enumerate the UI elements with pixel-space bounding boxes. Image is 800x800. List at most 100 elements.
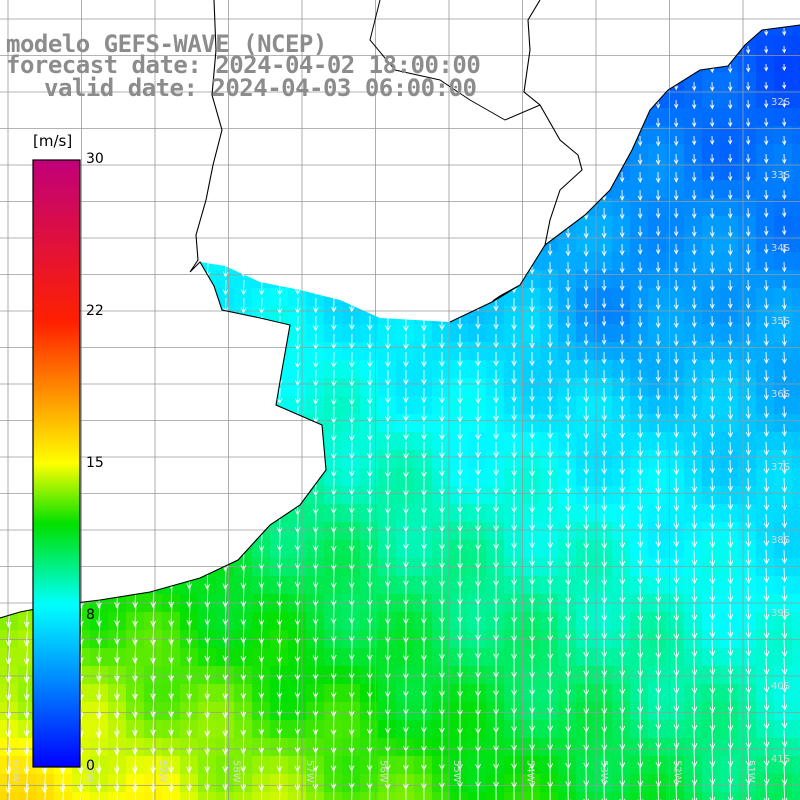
wind-arrow [601, 783, 608, 800]
wind-arrow [781, 369, 787, 382]
wind-cell [684, 468, 703, 487]
wind-cell [666, 36, 685, 55]
wind-arrow [312, 315, 319, 332]
wind-arrow [673, 477, 680, 494]
wind-cell [324, 414, 343, 433]
wind-arrow [655, 279, 661, 292]
wind-arrow [366, 513, 373, 533]
wind-arrow [709, 567, 716, 585]
wind-cell [0, 414, 19, 433]
wind-arrow [312, 297, 319, 314]
wind-cell [702, 720, 721, 739]
wind-cell [648, 36, 667, 55]
wind-arrow [6, 495, 12, 518]
wind-cell [630, 288, 649, 307]
wind-arrow [240, 297, 247, 314]
wind-arrow [727, 495, 734, 511]
wind-cell [666, 54, 685, 73]
wind-arrow [223, 117, 229, 131]
wind-cell [612, 378, 631, 397]
wind-arrow [637, 171, 643, 184]
wind-cell [666, 180, 685, 199]
wind-arrow [601, 657, 608, 677]
wind-arrow [673, 315, 679, 329]
wind-cell [216, 198, 235, 217]
wind-arrow [529, 477, 535, 496]
lon-label: 58W [231, 760, 242, 783]
wind-cell [486, 0, 505, 19]
wind-arrow [764, 10, 767, 17]
wind-cell [378, 702, 397, 721]
wind-cell [360, 324, 379, 343]
wind-cell [198, 396, 217, 415]
wind-arrow [420, 531, 427, 551]
wind-arrow [547, 495, 554, 514]
wind-arrow [673, 405, 679, 420]
wind-cell [288, 216, 307, 235]
wind-cell [324, 342, 343, 361]
coastline [0, 0, 800, 619]
wind-cell [540, 450, 559, 469]
wind-arrow [493, 171, 499, 184]
wind-cell [612, 666, 631, 685]
wind-arrow [258, 621, 265, 645]
wind-arrow [727, 423, 734, 438]
wind-cell [666, 126, 685, 145]
wind-arrow [204, 477, 211, 497]
wind-cell [360, 432, 379, 451]
wind-arrow [781, 603, 788, 621]
wind-arrow [493, 477, 499, 495]
wind-cell [270, 432, 289, 451]
wind-cell [342, 198, 361, 217]
wind-arrow [385, 171, 391, 185]
wind-arrow [691, 387, 697, 402]
wind-cell [666, 288, 685, 307]
wind-arrow [385, 135, 391, 149]
wind-cell [216, 486, 235, 505]
wind-arrow [240, 747, 247, 773]
wind-cell [702, 702, 721, 721]
wind-cell [180, 468, 199, 487]
wind-cell [792, 126, 800, 145]
wind-arrow [6, 459, 12, 481]
wind-arrow [763, 279, 769, 292]
wind-cell [144, 432, 163, 451]
wind-cell [126, 432, 145, 451]
wind-arrow [457, 117, 463, 130]
wind-cell [396, 324, 415, 343]
wind-cell [396, 378, 415, 397]
wind-arrow [529, 585, 536, 605]
wind-arrow [421, 189, 427, 203]
wind-cell [702, 486, 721, 505]
wind-cell [162, 234, 181, 253]
wind-cell [378, 342, 397, 361]
wind-cell [540, 90, 559, 109]
wind-cell [252, 252, 271, 271]
wind-arrow [529, 495, 535, 514]
wind-cell [180, 504, 199, 523]
wind-arrow [565, 387, 571, 403]
wind-arrow [132, 207, 139, 223]
wind-arrow [330, 387, 337, 406]
wind-arrow [583, 441, 589, 458]
wind-arrow [475, 261, 481, 276]
wind-arrow [240, 243, 247, 260]
colorbar-tick: 30 [86, 151, 104, 167]
wind-cell [126, 504, 145, 523]
wind-cell [612, 558, 631, 577]
wind-arrow [727, 117, 733, 128]
wind-cell [738, 720, 757, 739]
wind-cell [486, 738, 505, 757]
wind-arrow [168, 603, 175, 627]
wind-cell [522, 198, 541, 217]
wind-cell [378, 234, 397, 253]
wind-arrow [294, 693, 301, 717]
wind-cell [594, 0, 613, 19]
wind-cell [612, 522, 631, 541]
wind-arrow [763, 189, 769, 200]
wind-cell [432, 180, 451, 199]
wind-cell [630, 270, 649, 289]
wind-cell [774, 540, 793, 559]
wind-cell [414, 306, 433, 325]
wind-arrow [240, 711, 247, 737]
